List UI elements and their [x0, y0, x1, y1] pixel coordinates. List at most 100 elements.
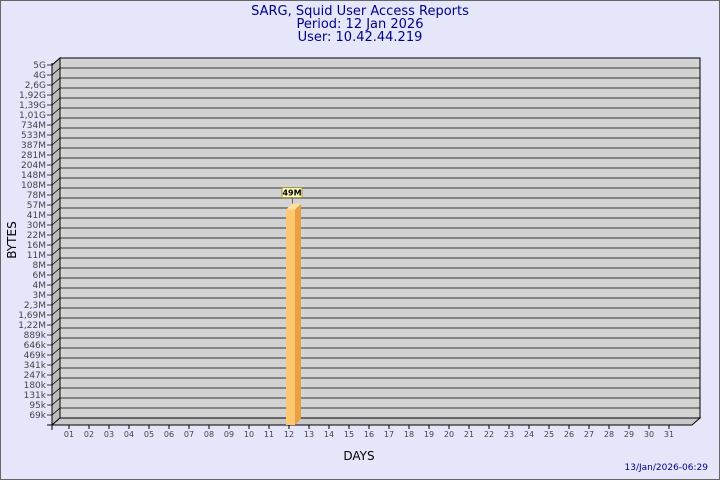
- gridline: [47, 317, 700, 326]
- gridline: [47, 307, 700, 316]
- x-tick-label: 13: [304, 430, 314, 439]
- x-tick-label: 02: [84, 430, 94, 439]
- gridline: [47, 247, 700, 256]
- x-tick-label: 05: [144, 430, 154, 439]
- y-tick-label: 30M: [27, 221, 46, 231]
- y-tick-label: 247k: [24, 371, 47, 381]
- gridline: [47, 177, 700, 186]
- x-tick-label: 22: [484, 430, 494, 439]
- x-tick-label: 17: [384, 430, 394, 439]
- x-tick-label: 07: [184, 430, 194, 439]
- x-tick-label: 25: [544, 430, 554, 439]
- y-tick-label: 4G: [33, 71, 46, 81]
- gridline: [47, 137, 700, 146]
- gridline: [47, 347, 700, 356]
- gridline: [47, 207, 700, 216]
- y-tick-label: 4M: [33, 281, 47, 291]
- floor: [50, 417, 702, 426]
- y-tick-label: 108M: [21, 181, 46, 191]
- x-tick-label: 24: [524, 430, 534, 439]
- x-axis-label: DAYS: [343, 449, 374, 463]
- gridline: [47, 67, 700, 76]
- x-tick-label: 12: [284, 430, 294, 439]
- y-tick-label: 78M: [27, 191, 46, 201]
- x-tick-label: 18: [404, 430, 414, 439]
- x-tick-label: 27: [584, 430, 594, 439]
- gridline: [47, 367, 700, 376]
- y-tick-label: 3M: [33, 291, 47, 301]
- x-tick-label: 16: [364, 430, 374, 439]
- y-tick-label: 95k: [29, 401, 46, 411]
- gridline: [47, 337, 700, 346]
- y-tick-label: 1,01G: [19, 111, 46, 121]
- gridline: [47, 397, 700, 406]
- x-tick-label: 30: [644, 430, 654, 439]
- x-tick-label: 06: [164, 430, 174, 439]
- x-tick-label: 19: [424, 430, 434, 439]
- y-tick-label: 6M: [33, 271, 47, 281]
- gridline: [47, 157, 700, 166]
- gridline: [47, 407, 700, 416]
- y-tick-label: 469k: [24, 351, 47, 361]
- x-tick-label: 20: [444, 430, 454, 439]
- y-tick-label: 646k: [24, 341, 47, 351]
- y-tick-label: 57M: [27, 201, 46, 211]
- y-tick-label: 148M: [21, 171, 46, 181]
- gridline: [47, 267, 700, 276]
- gridline: [47, 107, 700, 116]
- x-tick-label: 01: [64, 430, 74, 439]
- y-tick-label: 2,3M: [24, 301, 46, 311]
- x-tick-label: 11: [264, 430, 274, 439]
- gridline: [47, 187, 700, 196]
- y-tick-label: 131k: [24, 391, 47, 401]
- bar: [286, 209, 295, 425]
- gridline: [47, 217, 700, 226]
- y-tick-label: 387M: [21, 141, 46, 151]
- y-tick-label: 889k: [24, 331, 47, 341]
- gridline: [47, 77, 700, 86]
- y-tick-label: 16M: [27, 241, 46, 251]
- x-tick-label: 26: [564, 430, 574, 439]
- y-tick-label: 5G: [33, 61, 46, 71]
- y-tick-label: 22M: [27, 231, 46, 241]
- y-tick-label: 281M: [21, 151, 46, 161]
- y-tick-label: 11M: [27, 251, 46, 261]
- gridline: [47, 197, 700, 206]
- gridline: [47, 387, 700, 396]
- gridline: [47, 147, 700, 156]
- y-tick-label: 1,69M: [18, 311, 46, 321]
- y-axis-label: BYTES: [5, 221, 19, 258]
- gridline: [47, 277, 700, 286]
- gridline: [47, 357, 700, 366]
- gridline: [47, 167, 700, 176]
- gridline: [47, 377, 700, 386]
- gridline: [47, 327, 700, 336]
- y-tick-label: 1,22M: [18, 321, 46, 331]
- gridline: [47, 237, 700, 246]
- chart-title: SARG, Squid User Access Reports: [251, 4, 469, 19]
- y-tick-label: 41M: [27, 211, 46, 221]
- x-tick-label: 03: [104, 430, 114, 439]
- x-tick-label: 09: [224, 430, 234, 439]
- x-tick-label: 10: [244, 430, 254, 439]
- y-tick-label: 69k: [29, 411, 46, 421]
- x-tick-label: 14: [324, 430, 334, 439]
- bar-side: [295, 203, 301, 425]
- y-tick-label: 180k: [24, 381, 47, 391]
- gridline: [47, 87, 700, 96]
- y-tick-label: 533M: [21, 131, 46, 141]
- gridline: [47, 57, 700, 66]
- data-label: 49M: [282, 189, 301, 198]
- x-tick-label: 08: [204, 430, 214, 439]
- chart-subtitle-period: Period: 12 Jan 2026: [297, 17, 424, 32]
- y-tick-label: 1,39G: [19, 101, 46, 111]
- bar-top: [286, 203, 301, 210]
- x-tick-label: 04: [124, 430, 134, 439]
- y-tick-label: 734M: [21, 121, 46, 131]
- data-label-box: [281, 187, 303, 199]
- x-tick-label: 29: [624, 430, 634, 439]
- x-tick-label: 31: [664, 430, 674, 439]
- x-tick-label: 15: [344, 430, 354, 439]
- y-tick-label: 8M: [33, 261, 47, 271]
